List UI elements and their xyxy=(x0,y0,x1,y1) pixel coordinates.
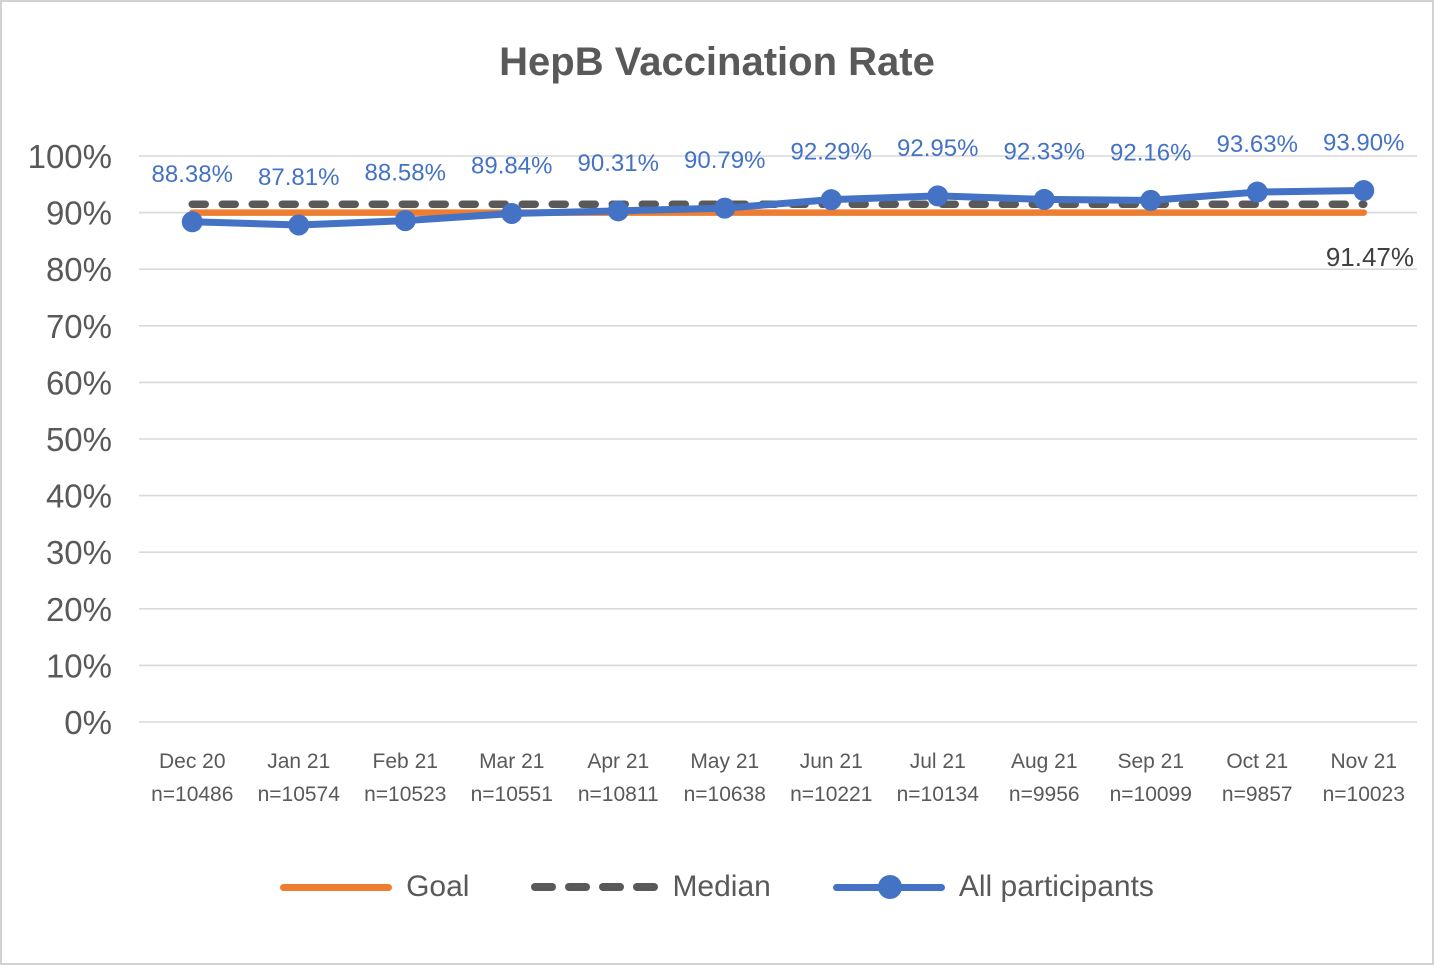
x-tick-sample-size: n=10551 xyxy=(471,783,553,806)
goal-line-swatch xyxy=(280,883,393,891)
x-tick-label: Mar 21 xyxy=(479,750,544,773)
median-dashed-swatch xyxy=(531,883,659,891)
data-label: 88.58% xyxy=(365,160,446,187)
x-tick-sample-size: n=10099 xyxy=(1110,783,1192,806)
legend-item-all-participants: All participants xyxy=(832,870,1154,904)
x-tick-label: Jul 21 xyxy=(910,750,966,773)
data-point-marker xyxy=(714,197,736,219)
legend-label-all-participants: All participants xyxy=(958,870,1154,903)
data-point-marker xyxy=(501,203,523,225)
legend-label-goal: Goal xyxy=(406,870,470,903)
x-tick-sample-size: n=9857 xyxy=(1222,783,1293,806)
data-label: 90.31% xyxy=(578,150,659,177)
y-gridlines xyxy=(139,155,1417,723)
x-tick-label: Feb 21 xyxy=(373,750,438,773)
y-tick-label: 50% xyxy=(46,421,112,458)
data-point-marker xyxy=(1246,181,1268,203)
y-tick-label: 80% xyxy=(46,251,112,288)
y-tick-label: 30% xyxy=(46,534,112,571)
x-tick-label: Aug 21 xyxy=(1011,750,1078,773)
participants-data-labels: 88.38% 87.81% 88.58% 89.84% 90.31% 90.79% 92.2… xyxy=(152,130,1405,191)
data-label: 89.84% xyxy=(471,153,552,180)
legend-label-median: Median xyxy=(672,870,771,903)
x-tick-label: Jan 21 xyxy=(267,750,330,773)
x-tick-label: Oct 21 xyxy=(1226,750,1288,773)
chart-legend: Goal Median All participants xyxy=(2,870,1432,904)
data-point-marker xyxy=(607,200,629,222)
x-tick-sample-size: n=10523 xyxy=(364,783,446,806)
y-tick-label: 60% xyxy=(46,364,112,401)
x-tick-label: Nov 21 xyxy=(1330,750,1397,773)
participants-line xyxy=(188,187,1368,229)
y-tick-label: 40% xyxy=(46,478,112,515)
y-tick-label: 70% xyxy=(46,308,112,345)
x-tick-sample-size: n=10574 xyxy=(258,783,341,806)
participants-line-swatch xyxy=(832,875,945,899)
x-tick-sample-size: n=10486 xyxy=(151,783,233,806)
data-label: 92.16% xyxy=(1110,139,1191,166)
data-point-marker xyxy=(820,189,842,211)
data-label: 92.95% xyxy=(897,135,978,162)
x-tick-sample-size: n=10638 xyxy=(684,783,766,806)
y-axis-labels: 0% 10% 20% 30% 40% 50% 60% 70% 80% 90% 100% xyxy=(28,138,112,741)
x-tick-sample-size: n=9956 xyxy=(1009,783,1080,806)
data-label: 92.29% xyxy=(791,139,872,166)
data-point-marker xyxy=(288,214,310,236)
x-tick-sample-size: n=10221 xyxy=(790,783,872,806)
x-tick-label: Dec 20 xyxy=(159,750,226,773)
y-tick-label: 20% xyxy=(46,591,112,628)
x-tick-label: Jun 21 xyxy=(800,750,863,773)
chart-title: HepB Vaccination Rate xyxy=(499,40,935,84)
y-tick-label: 100% xyxy=(28,138,112,175)
data-label: 92.33% xyxy=(1004,138,1085,165)
median-value-label: 91.47% xyxy=(1326,242,1414,272)
data-label: 87.81% xyxy=(258,164,339,191)
x-tick-sample-size: n=10023 xyxy=(1323,783,1405,806)
y-tick-label: 10% xyxy=(46,647,112,684)
y-tick-label: 0% xyxy=(64,704,112,741)
data-point-marker xyxy=(1353,180,1375,202)
x-tick-label: Sep 21 xyxy=(1117,750,1184,773)
data-label: 90.79% xyxy=(684,147,765,174)
data-point-marker xyxy=(1033,188,1055,210)
data-label: 93.90% xyxy=(1323,130,1404,157)
data-point-marker xyxy=(927,185,949,207)
x-tick-label: Apr 21 xyxy=(587,750,649,773)
data-point-marker xyxy=(1140,189,1162,211)
data-label: 93.63% xyxy=(1217,131,1298,158)
participants-markers xyxy=(181,180,1375,236)
data-point-marker xyxy=(181,211,203,233)
y-tick-label: 90% xyxy=(46,195,112,232)
data-point-marker xyxy=(394,210,416,232)
x-axis-labels: Dec 20 n=10486 Jan 21 n=10574 Feb 21 n=10523 M… xyxy=(151,750,1405,806)
x-tick-sample-size: n=10134 xyxy=(897,783,980,806)
x-tick-sample-size: n=10811 xyxy=(578,783,659,806)
legend-item-goal: Goal xyxy=(280,870,469,904)
legend-item-median: Median xyxy=(531,870,771,904)
chart-plot-area: 0% 10% 20% 30% 40% 50% 60% 70% 80% 90% 100% Dec 20 n… xyxy=(28,130,1417,806)
x-tick-label: May 21 xyxy=(690,750,759,773)
data-label: 88.38% xyxy=(152,161,233,188)
